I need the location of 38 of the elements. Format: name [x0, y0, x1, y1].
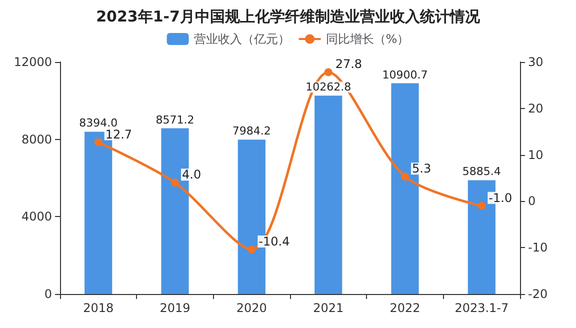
- data-label: 5.3: [412, 162, 432, 176]
- data-label: -1.0: [488, 190, 512, 205]
- y2-tick-label: 20: [528, 101, 544, 116]
- y-tick-label: 8000: [21, 132, 52, 146]
- y2-tick-label: 0: [528, 194, 536, 208]
- legend-label: 同比增长（%）: [326, 32, 410, 46]
- x-tick-label: 2021: [313, 301, 344, 315]
- point: [171, 178, 179, 187]
- data-label: 10262.8: [306, 80, 352, 94]
- bar: [314, 96, 342, 294]
- data-label: 7984.2: [232, 124, 271, 138]
- data-label: 5885.4: [462, 165, 501, 178]
- x-tick-label: 2022: [390, 301, 420, 315]
- data-label: -10.4: [258, 234, 290, 248]
- chart-title: 2023年1-7月中国规上化学纤维制造业营业收入统计情况: [96, 8, 481, 26]
- data-label: 27.8: [335, 57, 362, 72]
- y2-tick-label: -20: [528, 287, 548, 301]
- x-tick-label: 2020: [236, 301, 267, 315]
- data-label: 4.0: [182, 168, 202, 182]
- y2-tick-label: 10: [528, 148, 544, 162]
- point: [401, 172, 409, 181]
- y2-tick-label: 30: [528, 55, 544, 69]
- y2-tick-label: -10: [528, 240, 548, 255]
- data-label: 12.7: [105, 127, 132, 142]
- legend-label: 营业收入（亿元）: [194, 32, 290, 46]
- point: [478, 202, 486, 210]
- y-tick-label: 4000: [21, 210, 52, 224]
- y-tick-label: 12000: [14, 55, 52, 69]
- x-tick-label: 2019: [160, 301, 190, 315]
- data-label: 8394.0: [79, 116, 118, 130]
- y-tick-label: 0: [44, 287, 52, 301]
- data-label: 8571.2: [156, 113, 194, 126]
- point: [248, 245, 256, 254]
- x-tick-label: 2018: [83, 301, 114, 315]
- x-tick-label: 2023.1-7: [454, 301, 509, 315]
- point: [324, 68, 332, 76]
- point: [94, 138, 102, 146]
- data-label: 10900.7: [382, 68, 428, 82]
